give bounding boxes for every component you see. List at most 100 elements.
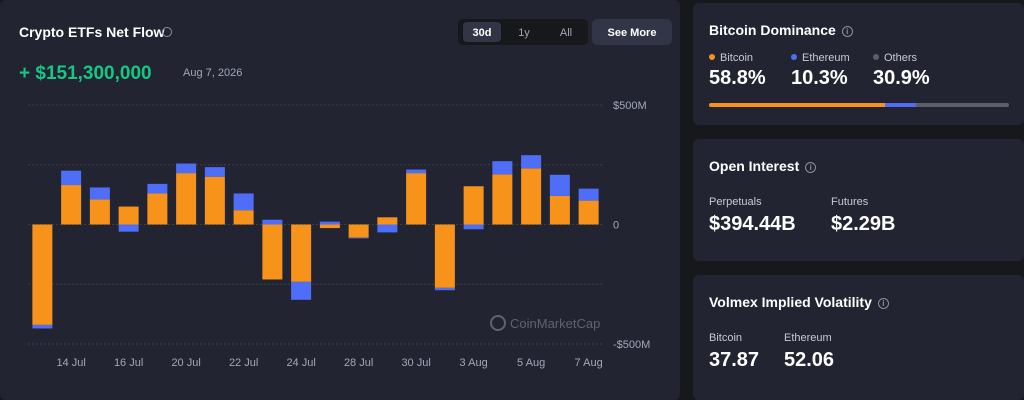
x-tick-label: 28 Jul <box>344 357 373 369</box>
see-more-label[interactable]: See More <box>608 27 657 39</box>
bar <box>406 169 427 174</box>
bar <box>578 200 599 225</box>
bar <box>176 173 197 225</box>
bar <box>118 224 139 232</box>
chart: Crypto ETFs Net Flow + $151,300,000 Aug … <box>19 19 672 369</box>
bar <box>521 155 542 169</box>
dominance-bar <box>709 103 1009 107</box>
info-icon[interactable]: i <box>877 298 889 309</box>
bar <box>319 221 340 225</box>
legend-label: Others <box>884 52 918 64</box>
dominance-segment <box>709 103 886 107</box>
range-button[interactable]: 30d <box>473 27 492 39</box>
bar <box>434 224 455 288</box>
oi-label: Perpetuals <box>709 196 762 208</box>
dominance-panel: Bitcoin Dominance i Bitcoin 58.8% Ethereum 1… <box>693 3 1024 125</box>
chart-title: Crypto ETFs Net Flow <box>19 24 165 40</box>
bar <box>434 287 455 291</box>
info-icon[interactable]: i <box>805 162 817 173</box>
bar <box>492 174 513 225</box>
bar <box>147 193 168 225</box>
x-tick-label: 30 Jul <box>401 357 430 369</box>
vol-value: 37.87 <box>709 349 760 371</box>
volatility-panel: Volmex Implied Volatility i Bitcoin 37.87… <box>693 275 1024 400</box>
legend-label: Ethereum <box>802 52 850 64</box>
bar <box>61 185 82 225</box>
bar <box>262 224 283 280</box>
vol-label: Bitcoin <box>709 332 743 344</box>
bar <box>89 187 110 200</box>
bar <box>204 176 225 225</box>
bar <box>549 195 570 225</box>
oi-title: Open Interest <box>709 158 800 174</box>
bar <box>549 174 570 196</box>
y-tick-label: 0 <box>613 220 619 232</box>
bar <box>406 173 427 225</box>
open-interest-panel: Open Interest i Perpetuals $394.44B Futur… <box>693 139 1024 261</box>
dominance-value: 58.8% <box>709 67 766 89</box>
see-more-button[interactable] <box>592 19 672 45</box>
info-icon[interactable]: i <box>841 26 853 37</box>
watermark: CoinMarketCap <box>510 316 600 331</box>
dominance-segment <box>916 103 1009 107</box>
legend-dot <box>709 54 715 60</box>
bar <box>89 199 110 225</box>
dominance-value: 10.3% <box>791 67 848 89</box>
range-button[interactable]: All <box>560 27 572 39</box>
oi-value: $394.44B <box>709 213 796 235</box>
bar <box>348 237 369 239</box>
bar <box>463 186 484 225</box>
legend-item: Ethereum <box>791 52 850 64</box>
x-tick-label: 3 Aug <box>460 357 488 369</box>
bar <box>233 193 254 211</box>
bar <box>319 224 340 229</box>
bar <box>291 224 312 282</box>
legend-dot <box>873 54 879 60</box>
vol-label: Ethereum <box>784 332 832 344</box>
x-tick-label: 7 Aug <box>575 357 603 369</box>
bar <box>147 183 168 194</box>
vol-value: 52.06 <box>784 349 835 371</box>
legend-item: Others <box>873 52 917 64</box>
date: Aug 7, 2026 <box>183 67 242 79</box>
bar <box>521 168 542 225</box>
legend-dot <box>791 54 797 60</box>
watermark-logo <box>490 315 506 331</box>
x-tick-label: 14 Jul <box>56 357 85 369</box>
range-button[interactable]: 1y <box>518 27 530 39</box>
bar <box>233 210 254 225</box>
dominance-value: 30.9% <box>873 67 930 89</box>
x-tick-label: 22 Jul <box>229 357 258 369</box>
bar <box>262 219 283 225</box>
dominance-segment <box>885 103 917 107</box>
info-icon[interactable] <box>162 27 172 37</box>
bar <box>348 224 369 238</box>
x-tick-label: 20 Jul <box>171 357 200 369</box>
dominance-title: Bitcoin Dominance <box>709 22 836 38</box>
legend-label: Bitcoin <box>720 52 754 64</box>
bar <box>578 188 599 201</box>
bar <box>61 170 82 186</box>
y-tick-label: -$500M <box>613 339 650 351</box>
bar <box>32 324 53 329</box>
oi-label: Futures <box>831 196 869 208</box>
bar <box>492 161 513 175</box>
oi-value: $2.29B <box>831 213 896 235</box>
bar <box>291 281 312 300</box>
x-tick-label: 24 Jul <box>286 357 315 369</box>
net-flow-panel: Crypto ETFs Net Flow + $151,300,000 Aug … <box>0 0 680 400</box>
bar <box>204 167 225 177</box>
bar <box>118 206 139 225</box>
y-tick-label: $500M <box>613 100 647 112</box>
legend-item: Bitcoin <box>709 52 753 64</box>
x-tick-label: 5 Aug <box>517 357 545 369</box>
range-button-active[interactable] <box>463 22 501 42</box>
x-tick-label: 16 Jul <box>114 357 143 369</box>
bar <box>32 224 53 325</box>
bar <box>176 163 197 174</box>
bar <box>377 217 398 225</box>
net-flow: + $151,300,000 <box>19 63 152 84</box>
vol-title: Volmex Implied Volatility <box>709 294 872 310</box>
bar <box>377 224 398 233</box>
